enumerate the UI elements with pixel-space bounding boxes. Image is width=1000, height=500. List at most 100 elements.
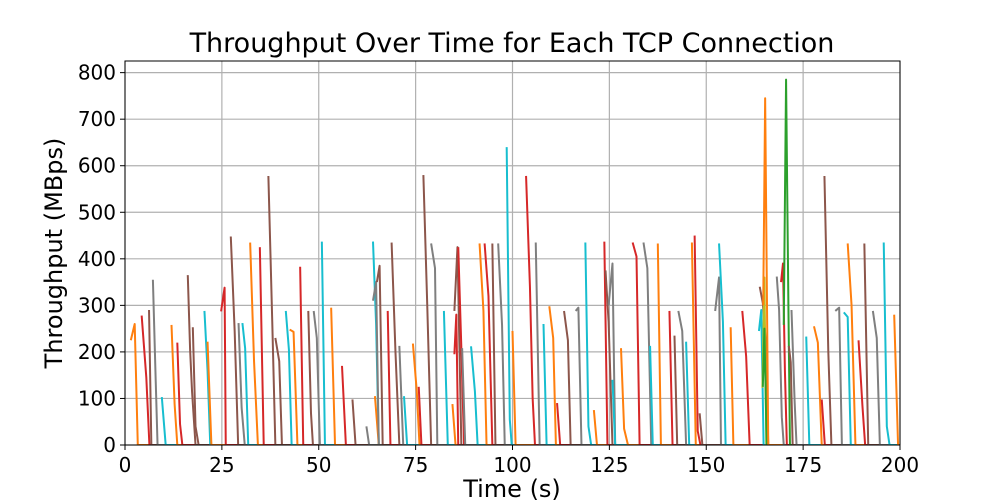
series-line-8 xyxy=(186,275,900,445)
series-line-27 xyxy=(341,365,900,445)
series-line-17 xyxy=(258,247,900,445)
series-line-24 xyxy=(312,310,900,445)
series-line-45 xyxy=(453,246,900,445)
series-line-67 xyxy=(611,379,900,445)
series-line-76 xyxy=(685,341,900,445)
series-line-77 xyxy=(690,242,900,445)
series-line-51 xyxy=(491,243,900,445)
series-line-9 xyxy=(191,327,900,445)
series-line-52 xyxy=(497,243,900,445)
series-line-6 xyxy=(170,324,900,445)
series-line-28 xyxy=(351,399,900,445)
series-line-60 xyxy=(563,310,900,445)
y-tick-label: 600 xyxy=(78,154,116,178)
series-line-58 xyxy=(548,306,900,445)
series-line-13 xyxy=(229,236,900,445)
x-tick-label: 200 xyxy=(881,453,919,477)
series-line-39 xyxy=(417,386,900,445)
series-line-81 xyxy=(718,243,900,445)
x-tick-label: 150 xyxy=(687,453,725,477)
series-line-12 xyxy=(220,286,900,445)
series-line-22 xyxy=(299,266,900,445)
x-tick-label: 50 xyxy=(306,453,331,477)
series-line-48 xyxy=(470,346,900,445)
series-line-37 xyxy=(403,396,900,445)
series-line-53 xyxy=(505,147,900,445)
series-line-98 xyxy=(834,306,900,445)
y-axis-label: Throughput (MBps) xyxy=(40,138,68,370)
axis-ticks: 0 25 50 75 100 125 150 175 200 0 100 200 300 400 500 60… xyxy=(78,61,919,477)
series-line-66 xyxy=(607,262,900,445)
series-line-4 xyxy=(151,279,900,445)
series-line-96 xyxy=(820,399,900,445)
series-line-54 xyxy=(511,330,900,445)
series-line-50 xyxy=(483,243,900,445)
series-line-1 xyxy=(129,322,900,445)
series-line-71 xyxy=(649,345,900,445)
series-line-29 xyxy=(365,426,900,445)
series-line-7 xyxy=(176,342,900,445)
series-line-90 xyxy=(780,262,900,445)
y-tick-label: 200 xyxy=(78,340,116,364)
series-line-10 xyxy=(203,310,900,445)
series-line-105 xyxy=(893,314,900,445)
x-tick-label: 25 xyxy=(209,453,234,477)
chart-title: Throughput Over Time for Each TCP Connec… xyxy=(189,28,835,59)
series-line-20 xyxy=(284,310,900,445)
series-line-34 xyxy=(386,310,900,445)
series-line-80 xyxy=(714,276,900,445)
series-line-5 xyxy=(160,396,900,445)
series-line-74 xyxy=(673,335,900,445)
x-axis-label: Time (s) xyxy=(462,475,561,500)
series-line-101 xyxy=(857,340,900,445)
series-line-47 xyxy=(461,348,900,445)
series-line-75 xyxy=(677,310,900,445)
series-line-2 xyxy=(140,315,900,445)
series-line-68 xyxy=(620,348,900,445)
series-line-35 xyxy=(390,242,900,445)
series-line-33 xyxy=(375,264,900,445)
series-line-92 xyxy=(787,345,900,445)
series-line-49 xyxy=(478,243,900,445)
series-line-44 xyxy=(453,313,900,445)
series-line-63 xyxy=(592,410,900,445)
series-line-70 xyxy=(642,242,900,445)
series-line-42 xyxy=(442,310,900,445)
series-line-72 xyxy=(656,243,900,445)
series-line-103 xyxy=(871,310,900,445)
series-line-93 xyxy=(790,309,900,445)
series-line-41 xyxy=(430,243,900,445)
series-line-3 xyxy=(148,310,900,445)
y-tick-label: 0 xyxy=(103,433,116,457)
series-line-69 xyxy=(631,242,900,445)
y-tick-label: 500 xyxy=(78,200,116,224)
series-lines xyxy=(129,78,900,445)
series-line-89 xyxy=(775,276,900,445)
series-line-83 xyxy=(741,310,900,445)
series-line-87 xyxy=(761,327,900,445)
series-line-64 xyxy=(603,241,900,445)
series-line-32 xyxy=(372,281,900,445)
x-tick-label: 0 xyxy=(119,453,132,477)
series-line-97 xyxy=(823,175,900,445)
series-line-14 xyxy=(237,323,900,445)
series-line-25 xyxy=(320,241,900,445)
x-tick-label: 175 xyxy=(784,453,822,477)
series-line-57 xyxy=(542,323,900,445)
y-tick-label: 300 xyxy=(78,293,116,317)
x-tick-label: 100 xyxy=(493,453,531,477)
series-line-38 xyxy=(411,343,900,445)
series-line-61 xyxy=(574,306,900,445)
series-line-78 xyxy=(693,235,900,445)
series-line-23 xyxy=(307,310,900,445)
series-line-62 xyxy=(584,242,900,445)
series-line-21 xyxy=(289,328,900,445)
series-line-94 xyxy=(805,336,900,445)
series-line-43 xyxy=(451,403,900,445)
series-line-40 xyxy=(422,175,900,445)
series-line-79 xyxy=(698,413,900,445)
series-line-73 xyxy=(668,310,900,445)
series-line-56 xyxy=(534,242,900,445)
series-line-31 xyxy=(373,396,900,445)
